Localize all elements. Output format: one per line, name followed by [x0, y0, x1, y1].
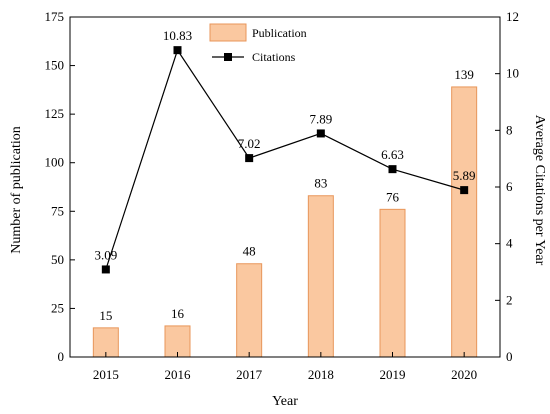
- legend-citations-label: Citations: [252, 50, 296, 64]
- bar-2020: [451, 86, 478, 358]
- x-tick-label: 2015: [93, 367, 119, 382]
- legend-citations-marker: [224, 53, 232, 61]
- citation-marker-2016: [173, 46, 182, 55]
- line-layer: 3.09 10.83 7.02 7.89 6.63 5.89: [94, 28, 476, 274]
- citation-marker-2019: [388, 165, 397, 174]
- y2-tick-label: 6: [506, 179, 513, 194]
- bar-2018: [307, 195, 334, 358]
- bar-label-2015: 15: [99, 308, 112, 323]
- bars-layer: 15 16 48 83 76 139: [92, 67, 478, 358]
- bar-label-2020: 139: [454, 67, 474, 82]
- y2-tick-label: 4: [506, 236, 513, 251]
- y2-tick-label: 0: [506, 349, 513, 364]
- x-tick-label: 2020: [451, 367, 477, 382]
- plot-border: [69, 16, 501, 358]
- citations-line: [105, 48, 465, 270]
- citation-label-2018: 7.89: [309, 111, 332, 126]
- legend-publication-swatch: [209, 23, 247, 42]
- y2-tick-label: 8: [506, 122, 513, 137]
- citation-label-2019: 6.63: [381, 147, 404, 162]
- y-tick-label: 0: [58, 349, 65, 364]
- citation-marker-2015: [101, 265, 110, 274]
- y-tick-label: 75: [51, 203, 64, 218]
- bar-2017: [236, 263, 263, 358]
- y-axis-title: Number of publication: [9, 126, 24, 254]
- x-tick-label: 2019: [380, 367, 406, 382]
- x-axis-title: Year: [272, 394, 298, 409]
- y-tick-label: 100: [45, 155, 65, 170]
- citation-marker-2017: [245, 154, 254, 163]
- citation-label-2016: 10.83: [163, 28, 192, 43]
- y2-tick-label: 10: [506, 66, 519, 81]
- y-tick-label: 125: [45, 106, 65, 121]
- x-tick-label: 2016: [165, 367, 192, 382]
- y2-axis-title: Average Citations per Year: [532, 115, 547, 266]
- legend-publication-label: Publication: [252, 26, 307, 40]
- y-tick-label: 25: [51, 300, 64, 315]
- bar-label-2016: 16: [171, 306, 185, 321]
- citation-marker-2018: [316, 129, 325, 138]
- x-tick-label: 2018: [308, 367, 334, 382]
- axes-layer: 0 25 50 75 100 125 150 175 0 2 4 6 8 10 12 2015 2016 2017…: [45, 9, 520, 382]
- citation-label-2020: 5.89: [453, 168, 476, 183]
- y-tick-label: 50: [51, 252, 64, 267]
- x-tick-label: 2017: [236, 367, 263, 382]
- plot-frame: [69, 16, 501, 358]
- bar-label-2017: 48: [243, 244, 256, 259]
- bar-2019: [379, 208, 406, 358]
- bar-label-2019: 76: [386, 189, 400, 204]
- y2-tick-label: 2: [506, 292, 513, 307]
- citation-label-2017: 7.02: [238, 136, 261, 151]
- y2-tick-label: 12: [506, 9, 519, 24]
- citation-label-2015: 3.09: [94, 247, 117, 262]
- y-tick-label: 175: [45, 9, 65, 24]
- bar-label-2018: 83: [314, 176, 327, 191]
- legend: Publication Citations: [209, 23, 307, 64]
- y-tick-label: 150: [45, 58, 65, 73]
- citation-marker-2020: [460, 186, 469, 195]
